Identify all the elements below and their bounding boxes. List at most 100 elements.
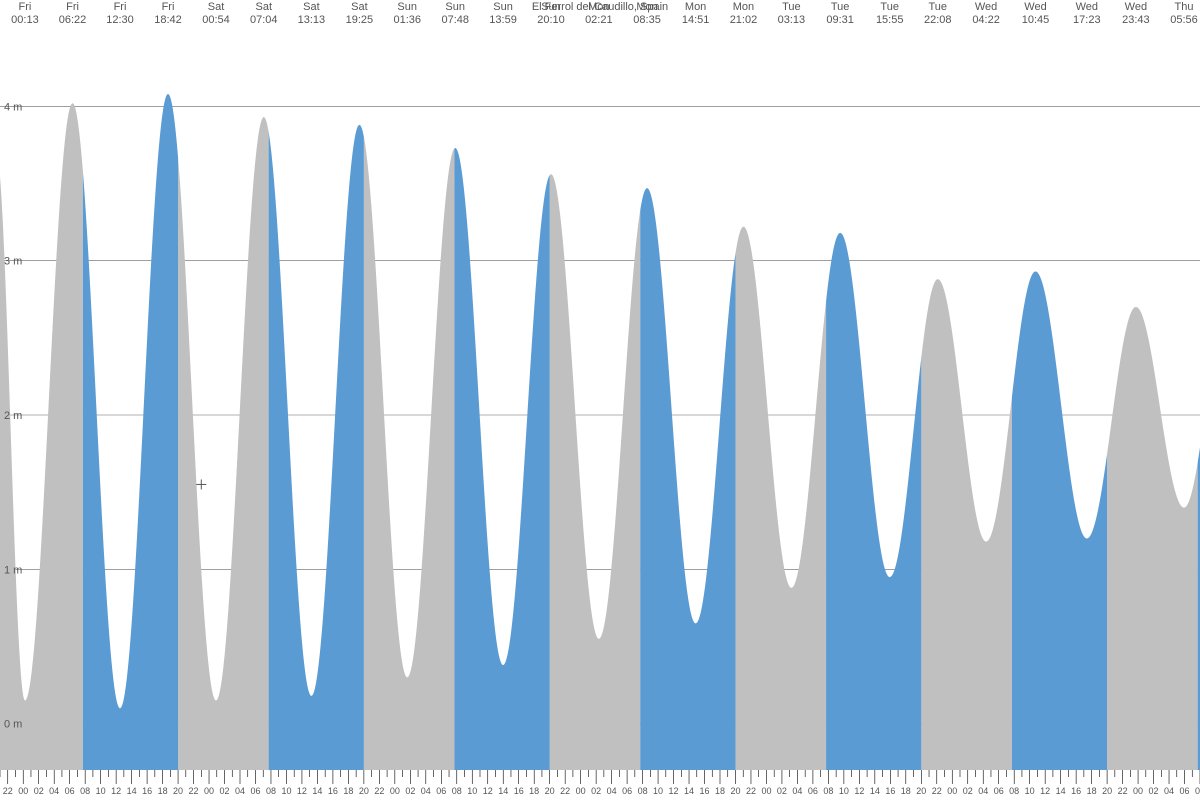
x-tick-label: 06	[994, 786, 1004, 796]
header-day: Fri	[19, 1, 32, 13]
x-tick-label: 22	[3, 786, 13, 796]
x-tick-label: 14	[498, 786, 508, 796]
x-tick-label: 16	[328, 786, 338, 796]
x-tick-label: 00	[1133, 786, 1143, 796]
x-tick-label: 08	[452, 786, 462, 796]
header-time: 17:23	[1073, 14, 1101, 26]
header-time: 00:13	[11, 14, 39, 26]
x-tick-label: 04	[978, 786, 988, 796]
x-tick-label: 12	[669, 786, 679, 796]
x-tick-label: 18	[158, 786, 168, 796]
x-tick-label: 18	[343, 786, 353, 796]
x-tick-label: 22	[932, 786, 942, 796]
header-time: 22:08	[924, 14, 952, 26]
header-time: 21:02	[730, 14, 758, 26]
x-tick-label: 20	[916, 786, 926, 796]
x-tick-label: 14	[1056, 786, 1066, 796]
y-axis-label: 4 m	[4, 101, 22, 113]
x-tick-label: 12	[297, 786, 307, 796]
x-tick-label: 18	[715, 786, 725, 796]
x-tick-label: 20	[1102, 786, 1112, 796]
x-tick-label: 02	[1149, 786, 1159, 796]
x-tick-label: 02	[777, 786, 787, 796]
x-tick-label: 16	[1071, 786, 1081, 796]
header-day: Fri	[114, 1, 127, 13]
header-day: Sun	[397, 1, 417, 13]
x-tick-label: 08	[266, 786, 276, 796]
x-tick-label: 00	[18, 786, 28, 796]
x-tick-label: 08	[638, 786, 648, 796]
header-time: 00:54	[202, 14, 230, 26]
header-time: 07:04	[250, 14, 278, 26]
header-time: 23:43	[1122, 14, 1150, 26]
x-tick-label: 10	[653, 786, 663, 796]
header-time: 19:25	[346, 14, 374, 26]
header-day: Wed	[975, 1, 997, 13]
x-tick-label: 16	[700, 786, 710, 796]
x-tick-label: 20	[173, 786, 183, 796]
x-tick-label: 08	[1009, 786, 1019, 796]
header-day: Sat	[351, 1, 368, 13]
header-day: Mon	[636, 1, 657, 13]
x-tick-label: 18	[529, 786, 539, 796]
header-day: Thu	[1174, 1, 1193, 13]
header-time: 13:13	[298, 14, 326, 26]
x-tick-label: 22	[746, 786, 756, 796]
x-tick-label: 00	[390, 786, 400, 796]
x-tick-label: 06	[808, 786, 818, 796]
x-tick-label: 22	[560, 786, 570, 796]
x-tick-label: 14	[684, 786, 694, 796]
x-tick-label: 18	[1087, 786, 1097, 796]
x-tick-label: 20	[359, 786, 369, 796]
x-tick-label: 16	[514, 786, 524, 796]
x-tick-label: 16	[885, 786, 895, 796]
x-tick-label: 10	[839, 786, 849, 796]
x-tick-label: 22	[189, 786, 199, 796]
x-tick-label: 00	[761, 786, 771, 796]
header-time: 20:10	[537, 14, 565, 26]
x-tick-label: 04	[421, 786, 431, 796]
header-time: 12:30	[106, 14, 134, 26]
x-tick-label: 06	[250, 786, 260, 796]
header-time: 10:45	[1022, 14, 1050, 26]
x-tick-label: 02	[220, 786, 230, 796]
x-tick-label: 10	[467, 786, 477, 796]
x-tick-label: 10	[281, 786, 291, 796]
header-day: Sat	[208, 1, 225, 13]
header-time: 01:36	[393, 14, 421, 26]
header-time: 08:35	[633, 14, 661, 26]
header-time: 15:55	[876, 14, 904, 26]
header-day: Tue	[782, 1, 801, 13]
header-time: 13:59	[489, 14, 517, 26]
x-tick-label: 22	[374, 786, 384, 796]
x-tick-label: 20	[545, 786, 555, 796]
header-time: 04:22	[972, 14, 1000, 26]
x-tick-label: 00	[576, 786, 586, 796]
y-axis-label: 2 m	[4, 410, 22, 422]
y-axis-label: 1 m	[4, 564, 22, 576]
x-tick-label: 20	[730, 786, 740, 796]
x-tick-label: 00	[947, 786, 957, 796]
header-day: Sun	[541, 1, 561, 13]
x-tick-label: 04	[235, 786, 245, 796]
header-day: Wed	[1125, 1, 1147, 13]
header-time: 06:22	[59, 14, 87, 26]
x-tick-label: 04	[49, 786, 59, 796]
x-tick-label: 16	[142, 786, 152, 796]
header-day: Fri	[66, 1, 79, 13]
header-time: 05:56	[1170, 14, 1198, 26]
x-tick-label: 06	[622, 786, 632, 796]
header-time: 03:13	[778, 14, 806, 26]
x-tick-label: 18	[901, 786, 911, 796]
x-tick-label: 00	[204, 786, 214, 796]
header-day: Sat	[256, 1, 273, 13]
header-day: Tue	[880, 1, 899, 13]
x-tick-label: 12	[483, 786, 493, 796]
header-time: 07:48	[441, 14, 469, 26]
x-tick-label: 12	[1040, 786, 1050, 796]
y-axis-label: 0 m	[4, 719, 22, 731]
x-tick-label: 04	[792, 786, 802, 796]
plot-area	[0, 94, 1200, 770]
y-axis-label: 3 m	[4, 256, 22, 268]
x-tick-label: 14	[870, 786, 880, 796]
